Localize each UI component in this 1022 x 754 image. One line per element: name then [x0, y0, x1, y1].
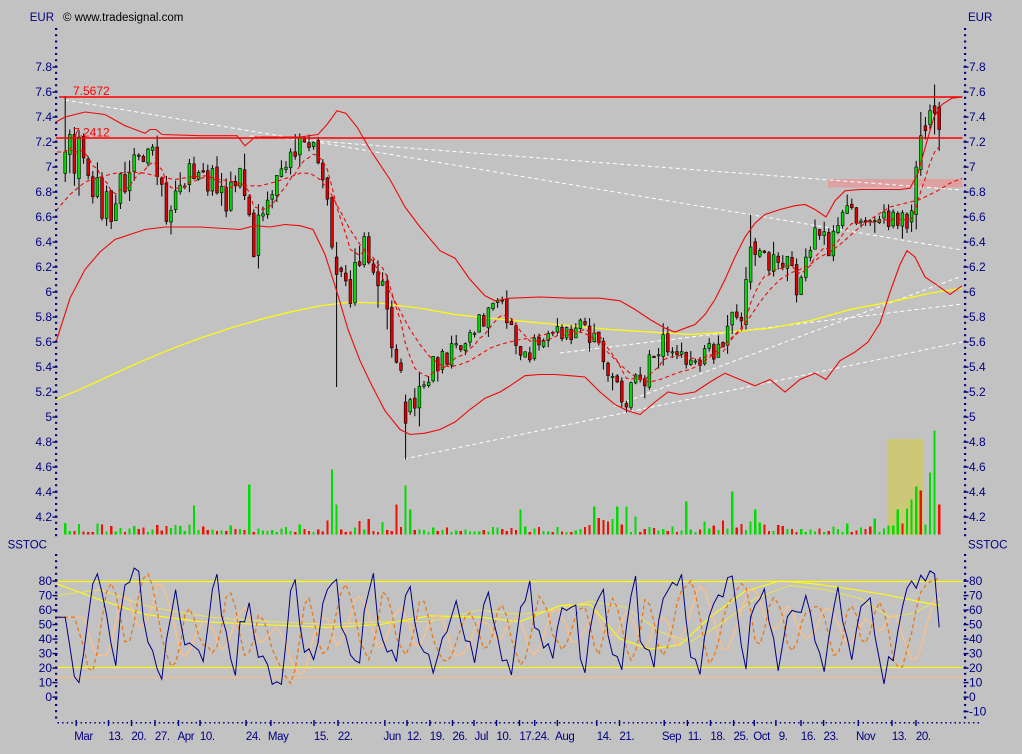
svg-text:60: 60 — [969, 603, 983, 617]
svg-text:6.2: 6.2 — [969, 260, 986, 274]
svg-text:6.6: 6.6 — [35, 210, 52, 224]
svg-text:16.: 16. — [801, 731, 816, 743]
svg-text:5.2: 5.2 — [35, 385, 52, 399]
svg-text:SSTOC: SSTOC — [8, 540, 47, 552]
svg-text:Nov: Nov — [856, 731, 876, 743]
svg-text:7.6: 7.6 — [969, 85, 986, 99]
svg-text:50: 50 — [969, 618, 983, 632]
svg-text:40: 40 — [39, 632, 53, 646]
svg-text:21.: 21. — [619, 731, 634, 743]
svg-text:11.: 11. — [688, 731, 702, 743]
svg-text:50: 50 — [39, 618, 53, 632]
svg-text:SSTOC: SSTOC — [968, 540, 1007, 552]
svg-text:6.8: 6.8 — [969, 185, 986, 199]
svg-text:5.6: 5.6 — [969, 335, 986, 349]
svg-text:80: 80 — [39, 574, 53, 588]
svg-text:Sep: Sep — [662, 731, 681, 743]
svg-text:4.4: 4.4 — [35, 485, 52, 499]
svg-text:22.: 22. — [338, 731, 353, 743]
svg-text:EUR: EUR — [968, 12, 992, 24]
svg-text:10.: 10. — [200, 731, 215, 743]
svg-text:4.8: 4.8 — [35, 435, 52, 449]
svg-text:4.6: 4.6 — [969, 460, 986, 474]
svg-text:10: 10 — [969, 676, 983, 690]
svg-text:7.4: 7.4 — [969, 110, 986, 124]
svg-text:26.: 26. — [452, 731, 467, 743]
svg-text:6.6: 6.6 — [969, 210, 986, 224]
svg-text:18.: 18. — [710, 731, 725, 743]
svg-text:5.8: 5.8 — [969, 310, 986, 324]
svg-text:7.2: 7.2 — [35, 135, 52, 149]
svg-text:10.: 10. — [496, 731, 511, 743]
svg-text:13.: 13. — [892, 731, 907, 743]
svg-text:Jun: Jun — [384, 731, 401, 743]
svg-text:5.8: 5.8 — [35, 310, 52, 324]
svg-text:7.8: 7.8 — [969, 60, 986, 74]
svg-text:7.2: 7.2 — [969, 135, 986, 149]
svg-text:Mar: Mar — [74, 731, 93, 743]
svg-text:13.: 13. — [108, 731, 123, 743]
svg-text:17.: 17. — [519, 731, 534, 743]
svg-text:15.: 15. — [314, 731, 329, 743]
svg-text:7.4: 7.4 — [35, 110, 52, 124]
svg-text:7: 7 — [969, 160, 976, 174]
svg-text:80: 80 — [969, 574, 983, 588]
svg-text:14.: 14. — [597, 731, 612, 743]
svg-text:7.2412: 7.2412 — [73, 126, 110, 140]
svg-text:5.6: 5.6 — [35, 335, 52, 349]
svg-text:40: 40 — [969, 632, 983, 646]
svg-text:6.8: 6.8 — [35, 185, 52, 199]
svg-text:9.: 9. — [779, 731, 788, 743]
svg-text:Apr: Apr — [177, 731, 194, 743]
svg-text:7.6: 7.6 — [35, 85, 52, 99]
svg-text:25.: 25. — [734, 731, 749, 743]
svg-text:May: May — [268, 731, 289, 743]
svg-text:27.: 27. — [155, 731, 170, 743]
svg-text:23.: 23. — [824, 731, 839, 743]
svg-text:5: 5 — [45, 410, 52, 424]
svg-text:0: 0 — [969, 690, 976, 704]
svg-text:12.: 12. — [407, 731, 422, 743]
svg-text:7.5672: 7.5672 — [73, 84, 110, 98]
svg-text:4.4: 4.4 — [969, 485, 986, 499]
svg-text:4.8: 4.8 — [969, 435, 986, 449]
svg-text:10: 10 — [39, 676, 53, 690]
svg-text:5.4: 5.4 — [969, 360, 986, 374]
svg-text:20: 20 — [39, 661, 53, 675]
svg-text:Oct: Oct — [753, 731, 771, 743]
svg-text:© www.tradesignal.com: © www.tradesignal.com — [63, 12, 183, 24]
svg-text:6.2: 6.2 — [35, 260, 52, 274]
svg-text:-10: -10 — [969, 705, 987, 719]
svg-text:24.: 24. — [246, 731, 261, 743]
svg-text:0: 0 — [45, 690, 52, 704]
svg-text:6: 6 — [969, 285, 976, 299]
svg-text:Aug: Aug — [555, 731, 574, 743]
svg-text:30: 30 — [39, 647, 53, 661]
svg-text:70: 70 — [969, 589, 983, 603]
svg-text:Jul: Jul — [475, 731, 489, 743]
svg-text:7.8: 7.8 — [35, 60, 52, 74]
svg-text:5.4: 5.4 — [35, 360, 52, 374]
svg-text:5.2: 5.2 — [969, 385, 986, 399]
svg-text:4.6: 4.6 — [35, 460, 52, 474]
svg-text:24.: 24. — [535, 731, 550, 743]
svg-text:4.2: 4.2 — [35, 510, 52, 524]
svg-text:5: 5 — [969, 410, 976, 424]
svg-text:20.: 20. — [916, 731, 931, 743]
svg-text:7: 7 — [45, 160, 52, 174]
svg-text:19.: 19. — [430, 731, 445, 743]
svg-text:70: 70 — [39, 589, 53, 603]
svg-text:6.4: 6.4 — [35, 235, 52, 249]
svg-text:20.: 20. — [131, 731, 146, 743]
svg-text:6: 6 — [45, 285, 52, 299]
svg-text:60: 60 — [39, 603, 53, 617]
svg-text:6.4: 6.4 — [969, 235, 986, 249]
svg-text:EUR: EUR — [30, 12, 54, 24]
svg-text:4.2: 4.2 — [969, 510, 986, 524]
svg-text:30: 30 — [969, 647, 983, 661]
svg-text:20: 20 — [969, 661, 983, 675]
